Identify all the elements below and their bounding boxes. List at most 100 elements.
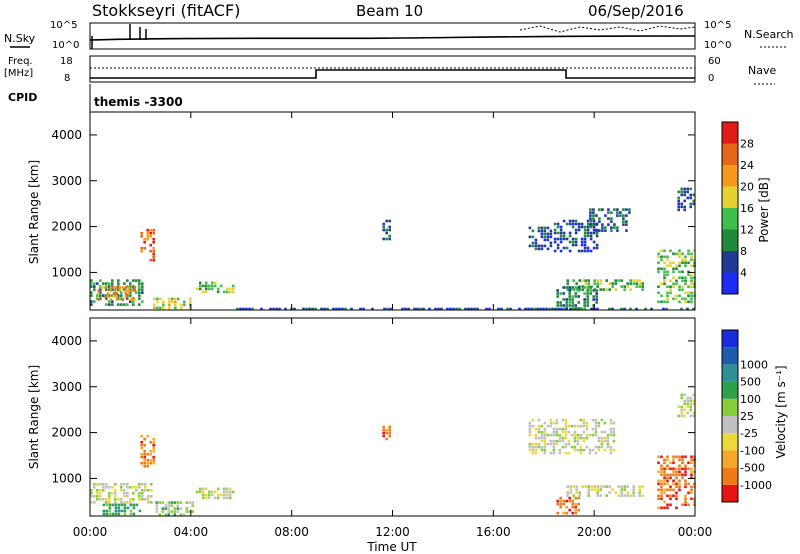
velocity-cell [681, 467, 684, 471]
velocity-cell [540, 448, 544, 452]
velocity-cell [593, 488, 596, 491]
velocity-cell [683, 393, 686, 397]
velocity-cell [552, 421, 556, 425]
power-cell [108, 294, 111, 297]
power-cell [93, 285, 96, 288]
power-cell [692, 199, 695, 203]
power-cell [388, 234, 391, 238]
velocity-cell [608, 491, 611, 494]
velocity-cell [579, 433, 583, 437]
power-cell [586, 298, 589, 301]
velocity-cell [678, 455, 681, 459]
power-cell [592, 225, 596, 229]
power-cell [632, 282, 635, 285]
velocity-cell [537, 436, 541, 440]
velocity-cell [684, 479, 687, 483]
velocity-cell [638, 491, 641, 494]
velocity-cell [663, 482, 666, 486]
velocity-cell [191, 504, 195, 507]
velocity-cell [549, 442, 553, 446]
power-cell [338, 307, 341, 311]
power-cell [675, 252, 678, 256]
power-cell [611, 282, 614, 285]
power-cell [584, 279, 587, 282]
power-cell [572, 279, 575, 282]
power-cell [117, 285, 120, 288]
velocity-cell [210, 490, 214, 494]
power-cell [577, 225, 581, 229]
power-cell [683, 199, 686, 203]
power-cell [153, 306, 156, 310]
power-cell [152, 249, 155, 253]
power-cell [595, 243, 599, 247]
velocity-cell [663, 479, 666, 483]
power-cell [138, 279, 141, 282]
velocity-cell [146, 464, 149, 468]
power-cell [126, 285, 129, 288]
power-cell [681, 252, 684, 256]
power-cell [680, 202, 683, 206]
velocity-cell [620, 485, 623, 488]
power-cell [623, 285, 626, 288]
power-cell [599, 282, 602, 285]
velocity-cell [663, 461, 666, 465]
power-cell [669, 285, 672, 289]
power-cell [129, 291, 132, 294]
velocity-cell [141, 492, 144, 495]
power-cell [589, 219, 593, 223]
power-colorbar-swatch [722, 251, 738, 273]
power-cell [560, 307, 563, 311]
power-cell [616, 214, 619, 217]
velocity-cell [549, 439, 553, 443]
velocity-cell [105, 509, 109, 513]
power-cell [683, 208, 686, 212]
power-cell [90, 300, 93, 303]
velocity-cell [632, 488, 635, 491]
power-cell [622, 217, 625, 220]
x-tick-label: 20:00 [577, 525, 612, 539]
power-cell [680, 205, 683, 209]
power-cell [543, 232, 547, 236]
power-cell [622, 220, 625, 223]
velocity-cell [660, 497, 663, 501]
power-cell [687, 252, 690, 256]
velocity-cell [114, 498, 117, 501]
power-cell [127, 286, 131, 289]
power-cell [559, 231, 563, 235]
velocity-cell [669, 488, 672, 492]
velocity-cell [690, 467, 693, 471]
power-cell [138, 294, 141, 297]
velocity-cell [678, 467, 681, 471]
power-cell [124, 286, 128, 289]
nsky-trace [89, 35, 696, 41]
velocity-cell [552, 448, 556, 452]
power-cell [568, 292, 571, 295]
power-cell [583, 246, 587, 250]
velocity-cell [543, 439, 547, 443]
power-cell [251, 307, 254, 311]
velocity-cell [680, 393, 683, 397]
power-cell [565, 237, 569, 241]
velocity-cell [185, 507, 189, 510]
velocity-cell [207, 496, 211, 500]
power-cell [121, 286, 125, 289]
power-cell [553, 228, 557, 232]
power-cell [672, 270, 675, 274]
power-cell [592, 211, 595, 214]
velocity-cell [120, 483, 123, 486]
velocity-cell [571, 502, 574, 506]
velocity-cell [543, 448, 547, 452]
velocity-cell [660, 464, 663, 468]
velocity-cell [120, 489, 123, 492]
power-cell [141, 291, 144, 294]
power-cell [222, 290, 226, 294]
power-cell [605, 279, 608, 282]
power-cell [635, 282, 638, 285]
velocity-cell [144, 486, 147, 489]
velocity-cell [188, 501, 192, 504]
velocity-cell [141, 489, 144, 492]
power-cell [152, 228, 155, 232]
velocity-cell [126, 506, 130, 510]
power-cell [592, 240, 596, 244]
power-cell [571, 301, 574, 304]
